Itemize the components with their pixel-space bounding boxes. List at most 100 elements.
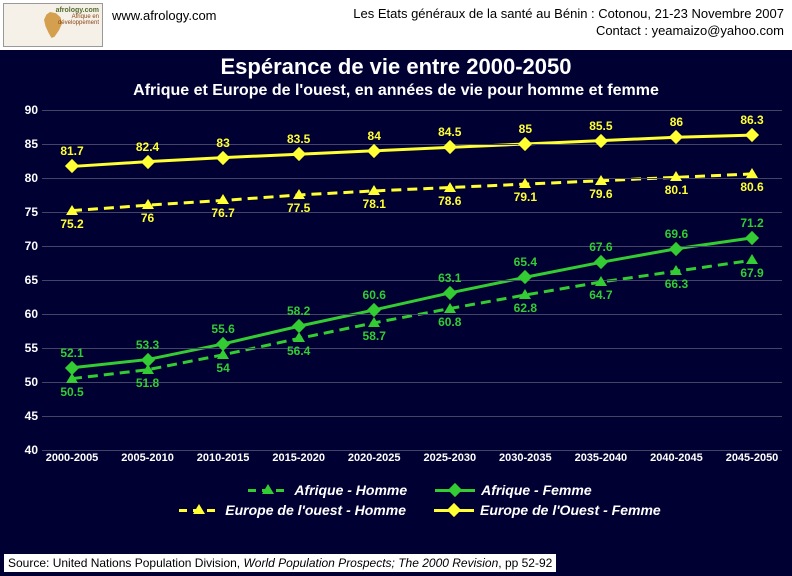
x-tick: 2005-2010 (121, 452, 174, 464)
value-label-afrique_homme: 66.3 (665, 277, 688, 291)
value-label-europe_homme: 78.6 (438, 194, 461, 208)
legend-marker-icon (193, 504, 205, 514)
marker-europe_femme (216, 151, 230, 165)
marker-afrique_homme (746, 254, 758, 264)
value-label-europe_homme: 80.6 (740, 180, 763, 194)
value-label-afrique_homme: 60.8 (438, 315, 461, 329)
value-label-afrique_femme: 71.2 (740, 216, 763, 230)
title-block: Espérance de vie entre 2000-2050 Afrique… (0, 50, 792, 102)
marker-europe_femme (292, 147, 306, 161)
value-label-afrique_homme: 56.4 (287, 344, 310, 358)
marker-europe_homme (746, 168, 758, 178)
value-label-europe_femme: 82.4 (136, 140, 159, 154)
legend-marker-icon (262, 484, 274, 494)
y-tick: 50 (25, 375, 38, 389)
value-label-europe_femme: 86 (670, 115, 683, 129)
legend-item-afrique_femme: Afrique - Femme (435, 482, 591, 498)
value-label-europe_femme: 81.7 (60, 144, 83, 158)
legend-item-europe_homme: Europe de l'ouest - Homme (179, 502, 406, 518)
marker-europe_femme (443, 140, 457, 154)
y-tick: 65 (25, 273, 38, 287)
value-label-europe_homme: 76 (141, 211, 154, 225)
marker-afrique_homme (519, 289, 531, 299)
marker-europe_femme (669, 130, 683, 144)
y-tick: 90 (25, 103, 38, 117)
marker-europe_femme (140, 155, 154, 169)
source-italic: World Population Prospects; The 2000 Rev… (243, 556, 498, 570)
y-axis: 4045505560657075808590 (0, 110, 42, 450)
marker-europe_homme (142, 199, 154, 209)
value-label-europe_homme: 75.2 (60, 217, 83, 231)
y-tick: 80 (25, 171, 38, 185)
value-label-afrique_femme: 65.4 (514, 255, 537, 269)
marker-europe_homme (368, 185, 380, 195)
marker-afrique_femme (292, 319, 306, 333)
value-label-afrique_femme: 58.2 (287, 304, 310, 318)
y-tick: 75 (25, 205, 38, 219)
marker-europe_homme (519, 178, 531, 188)
series-line-europe_femme (72, 135, 752, 166)
value-label-afrique_homme: 64.7 (589, 288, 612, 302)
value-label-afrique_femme: 63.1 (438, 271, 461, 285)
value-label-europe_homme: 76.7 (211, 206, 234, 220)
value-label-afrique_homme: 50.5 (60, 385, 83, 399)
value-label-afrique_homme: 51.8 (136, 376, 159, 390)
value-label-afrique_femme: 60.6 (363, 288, 386, 302)
gridline (42, 110, 782, 111)
value-label-europe_femme: 83 (216, 136, 229, 150)
marker-afrique_homme (670, 265, 682, 275)
source-prefix: Source: United Nations Population Divisi… (8, 556, 243, 570)
y-tick: 40 (25, 443, 38, 457)
value-label-afrique_homme: 58.7 (363, 329, 386, 343)
marker-europe_homme (595, 175, 607, 185)
marker-afrique_homme (444, 303, 456, 313)
logo: afrology.com Afrique en développement (3, 3, 103, 47)
marker-afrique_homme (595, 276, 607, 286)
marker-afrique_homme (368, 317, 380, 327)
site-url: www.afrology.com (106, 0, 217, 23)
value-label-afrique_femme: 55.6 (211, 322, 234, 336)
marker-afrique_femme (594, 255, 608, 269)
value-label-afrique_femme: 52.1 (60, 346, 83, 360)
legend-marker-icon (448, 483, 462, 497)
gridline (42, 416, 782, 417)
marker-afrique_femme (518, 270, 532, 284)
value-label-europe_femme: 85.5 (589, 119, 612, 133)
value-label-europe_homme: 77.5 (287, 201, 310, 215)
header-right: Les Etats généraux de la santé au Bénin … (353, 6, 784, 40)
legend-marker-icon (447, 503, 461, 517)
value-label-europe_femme: 85 (519, 122, 532, 136)
title-sub: Afrique et Europe de l'ouest, en années … (0, 82, 792, 100)
x-tick: 2030-2035 (499, 452, 552, 464)
x-tick: 2010-2015 (197, 452, 250, 464)
legend-swatch (434, 509, 474, 512)
value-label-afrique_femme: 67.6 (589, 240, 612, 254)
legend-label: Afrique - Homme (294, 482, 407, 498)
value-label-europe_femme: 84 (368, 129, 381, 143)
value-label-afrique_homme: 67.9 (740, 266, 763, 280)
x-tick: 2025-2030 (423, 452, 476, 464)
marker-afrique_homme (293, 332, 305, 342)
legend-swatch (248, 489, 288, 492)
y-tick: 70 (25, 239, 38, 253)
value-label-afrique_homme: 62.8 (514, 301, 537, 315)
logo-title: afrology.com (56, 7, 99, 14)
x-tick: 2045-2050 (726, 452, 779, 464)
marker-europe_homme (217, 194, 229, 204)
marker-afrique_femme (669, 242, 683, 256)
marker-afrique_homme (142, 364, 154, 374)
marker-afrique_femme (745, 231, 759, 245)
marker-europe_femme (518, 137, 532, 151)
title-main: Espérance de vie entre 2000-2050 (0, 54, 792, 80)
x-tick: 2015-2020 (272, 452, 325, 464)
chart: 4045505560657075808590 81.782.48383.5848… (0, 110, 792, 490)
x-tick: 2040-2045 (650, 452, 703, 464)
marker-europe_femme (65, 159, 79, 173)
y-tick: 55 (25, 341, 38, 355)
marker-europe_homme (66, 205, 78, 215)
marker-europe_homme (444, 182, 456, 192)
source-suffix: , pp 52-92 (498, 556, 552, 570)
legend-label: Europe de l'Ouest - Femme (480, 502, 661, 518)
marker-europe_homme (293, 189, 305, 199)
legend-swatch (435, 489, 475, 492)
